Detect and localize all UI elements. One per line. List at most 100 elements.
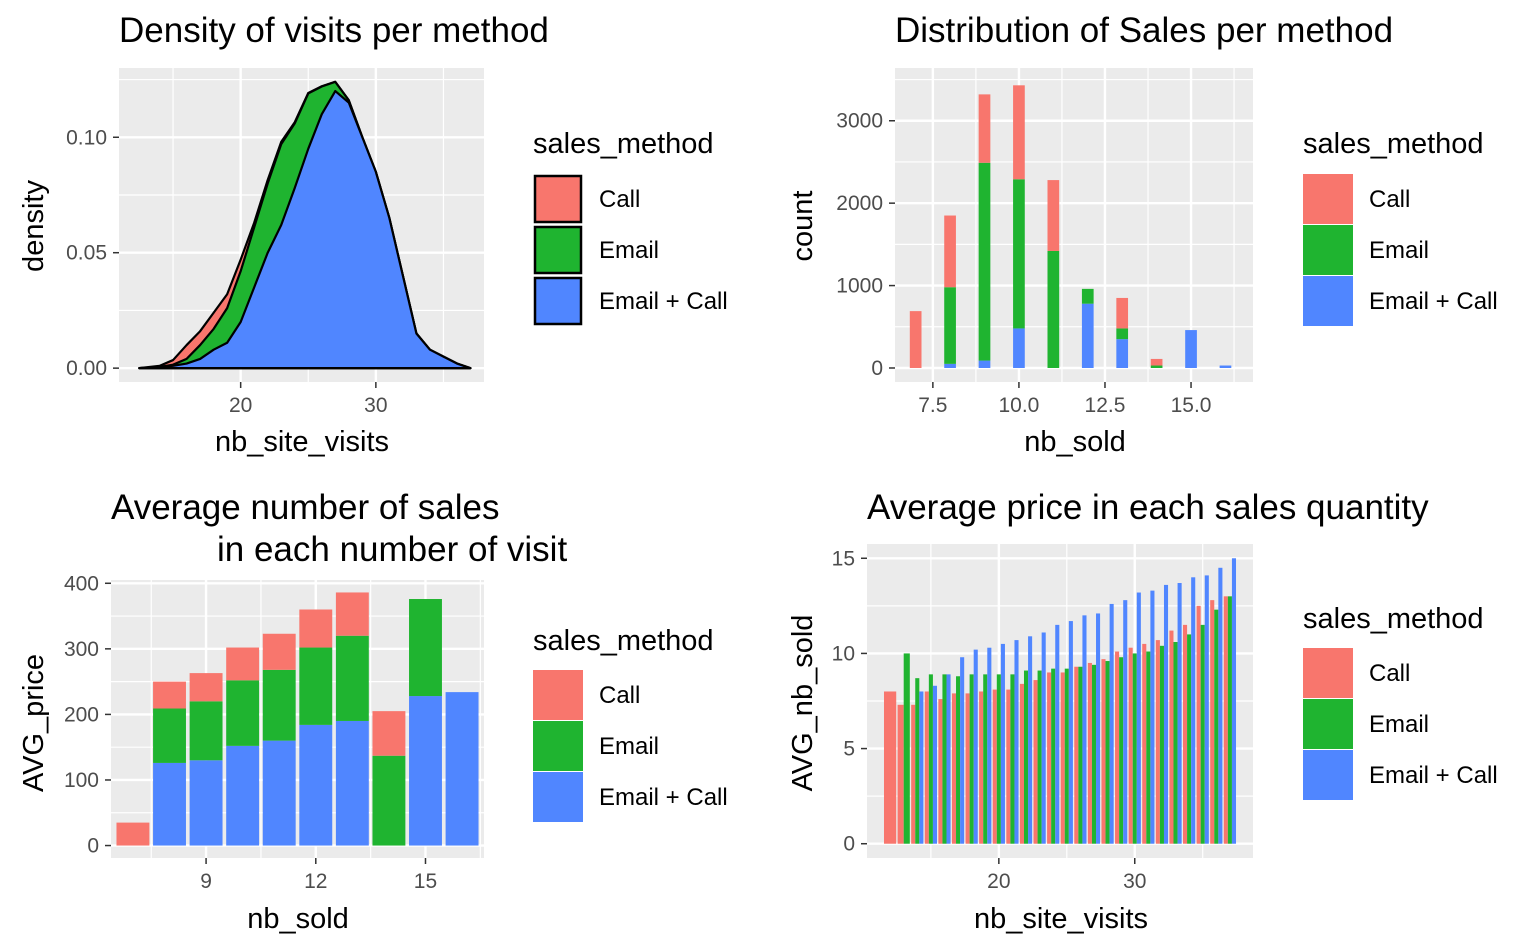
chart3-bar-segment (299, 609, 333, 648)
plot-layers: 20 300.000.050.107.5 10.0 12.5 15.0010002000… (64, 68, 1498, 893)
chart3-bar-segment (372, 711, 406, 756)
chart3-bar-segment (335, 635, 369, 721)
chart4-bar (1204, 575, 1209, 844)
chart4-bar (965, 693, 970, 844)
chart4-bar (1200, 624, 1205, 844)
chart3-y-tick-label: 200 (64, 703, 99, 726)
chart4-bar (924, 691, 929, 844)
legend-chart4: sales_method Call Email Email + Call (1303, 603, 1498, 800)
chart4-bar (928, 674, 933, 844)
chart1-y-tick-label: 0.05 (66, 242, 107, 265)
legend-chart2-key (1303, 276, 1353, 326)
chart1-x-tick-label: 30 (364, 394, 387, 417)
chart3-bar-segment (445, 692, 479, 846)
legend-chart4-label: Call (1369, 660, 1410, 687)
legend-chart1-label: Call (599, 186, 640, 213)
chart2-bar-segment (1219, 365, 1232, 368)
legend-chart1-key (533, 174, 583, 224)
chart4-bar (1227, 596, 1232, 844)
chart4-bar (1078, 666, 1083, 844)
chart2-bars (909, 85, 1232, 368)
chart3-y-tick-label: 400 (64, 572, 99, 595)
chart4-bar (1010, 674, 1015, 844)
legend-chart3-key (533, 721, 583, 771)
chart4-bar (1142, 643, 1147, 844)
chart4-bar (1231, 558, 1237, 844)
chart2-bar-segment (944, 215, 956, 288)
chart2-bar-segment (1081, 303, 1094, 368)
chart3-bar-segment (226, 745, 260, 846)
chart4-bar (1051, 668, 1056, 844)
chart2-bar-segment (978, 360, 991, 368)
legend-chart4-key (1303, 699, 1353, 749)
chart4-x-tick-label: 30 (1123, 870, 1146, 893)
chart1-area-email-call (138, 89, 472, 370)
chart4-axes: 20 30 0 5 10 15 (832, 547, 1147, 893)
chart2-bar-segment (1013, 328, 1025, 368)
chart4-bar (1074, 666, 1079, 844)
chart2-title: Distribution of Sales per method (895, 11, 1393, 50)
chart2-bar-segment (944, 363, 956, 368)
chart3-title: Average number of sales in each number o… (111, 488, 567, 569)
chart2-bar-segment (1185, 330, 1197, 368)
chart4-bar (915, 678, 920, 844)
chart4-bar (951, 693, 957, 844)
legend-chart3-label: Call (599, 682, 640, 709)
chart4-bar (1150, 590, 1155, 844)
chart3-bar-segment (153, 762, 186, 846)
chart4-xlabel: nb_site_visits (974, 903, 1148, 935)
chart4-bar (969, 674, 974, 844)
legend-chart1-key (533, 276, 583, 326)
chart4-bar (1155, 640, 1160, 844)
chart2-bar-segment (1047, 180, 1060, 251)
chart4-bars (883, 558, 1237, 844)
chart1-ylabel: density (18, 180, 50, 272)
legend-chart1: sales_method Call Email Email + Call (533, 128, 728, 326)
chart1-x-tick-label: 20 (229, 394, 252, 417)
chart3-x-tick-label: 15 (414, 870, 437, 893)
chart4-bar (1191, 577, 1196, 844)
chart4-bar (1019, 683, 1024, 844)
chart4-bar (1101, 659, 1106, 844)
chart3-bar-segment (153, 681, 186, 709)
chart2-x-tick-label: 10.0 (998, 394, 1039, 417)
legend-chart1-key (533, 225, 583, 275)
legend-chart4-key (1303, 648, 1353, 698)
legend-chart1-title: sales_method (533, 128, 714, 160)
chart4-bar (897, 704, 904, 844)
legend-chart2-title: sales_method (1303, 128, 1484, 160)
chart1-areas (138, 80, 472, 370)
chart4-bar (1163, 584, 1169, 844)
chart3-bar-segment (409, 696, 442, 846)
chart2-bar-segment (1116, 328, 1129, 340)
chart4-bar (1028, 636, 1033, 844)
chart4-bar (1169, 630, 1174, 844)
chart1-title: Density of visits per method (119, 11, 549, 50)
chart4-bar (1196, 605, 1201, 844)
legend-chart4-label: Email (1369, 711, 1429, 738)
chart2-y-tick-label: 2000 (836, 192, 883, 215)
chart4-y-tick-label: 0 (843, 833, 855, 856)
legend-chart2: sales_method Call Email Email + Call (1303, 128, 1498, 326)
chart3-bars (116, 592, 479, 846)
legend-chart1-label: Email (599, 237, 659, 264)
legend-chart3-key (533, 670, 583, 720)
chart2-bar-segment (1047, 250, 1060, 368)
chart4-bar (1136, 592, 1141, 844)
chart4-y-tick-label: 15 (832, 547, 855, 570)
chart4-bar (1060, 672, 1065, 844)
chart4-bar (1096, 613, 1101, 844)
chart3-bar-segment (372, 755, 406, 846)
chart3-bar-segment (226, 680, 260, 746)
legend-chart2-label: Email + Call (1369, 288, 1498, 315)
chart4-bar (996, 674, 1001, 844)
chart4-bar (979, 691, 984, 844)
chart4-bar (956, 676, 961, 844)
chart4-bar (919, 691, 924, 844)
legend-chart2-label: Call (1369, 186, 1410, 213)
legend-chart2-key (1303, 225, 1353, 275)
chart4-bar (911, 704, 916, 844)
chart4-x-tick-label: 20 (987, 870, 1010, 893)
